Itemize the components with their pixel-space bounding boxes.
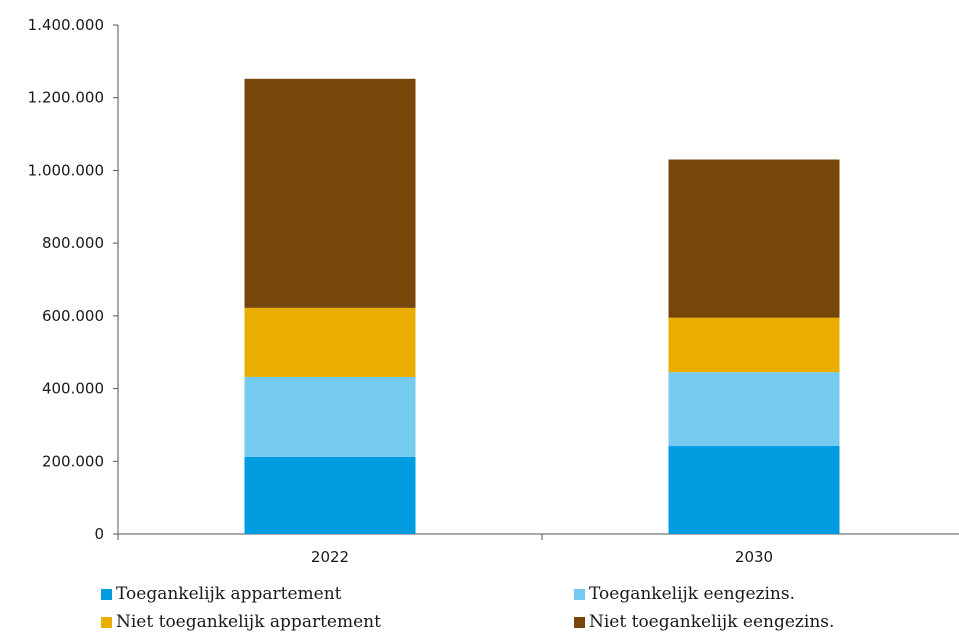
x-tick-label: 2022: [311, 548, 349, 566]
y-tick-label: 400.000: [42, 380, 104, 398]
legend-swatch: [574, 616, 585, 628]
legend-item-toegankelijk-eengezins: Toegankelijk eengezins.: [574, 584, 795, 604]
y-tick-label: 1.000.000: [28, 161, 104, 179]
y-axis-ticks: 0 200.000 400.000 600.000 800.000 1.000.000 1.…: [28, 16, 118, 543]
legend-label: Toegankelijk appartement: [116, 584, 342, 604]
bars: [244, 78, 840, 534]
y-tick-label: 0: [94, 525, 104, 543]
legend-item-toegankelijk-appartement: Toegankelijk appartement: [101, 584, 342, 604]
legend-label: Niet toegankelijk appartement: [116, 612, 381, 632]
bar-segment: [668, 446, 840, 534]
legend-item-niet-toegankelijk-appartement: Niet toegankelijk appartement: [101, 612, 381, 632]
legend-label: Niet toegankelijk eengezins.: [589, 612, 835, 632]
bar-segment: [244, 307, 416, 377]
bar-segment: [668, 372, 840, 447]
legend-swatch: [574, 588, 585, 600]
bar-segment: [244, 376, 416, 457]
legend-item-niet-toegankelijk-eengezins: Niet toegankelijk eengezins.: [574, 612, 834, 632]
legend-label: Toegankelijk eengezins.: [589, 584, 795, 604]
bar-segment: [244, 456, 416, 534]
legend: Toegankelijk appartement Toegankelijk ee…: [0, 576, 959, 634]
bar-segment: [244, 78, 416, 308]
y-tick-label: 800.000: [42, 234, 104, 252]
x-axis-ticks: 2022 2030: [117, 534, 773, 566]
stacked-bar-chart: 0 200.000 400.000 600.000 800.000 1.000.000 1.…: [28, 16, 959, 566]
y-tick-label: 200.000: [42, 452, 104, 470]
bar-segment: [668, 317, 840, 373]
x-tick-label: 2030: [735, 548, 773, 566]
y-tick-label: 600.000: [42, 307, 104, 325]
y-tick-label: 1.400.000: [28, 16, 104, 34]
bar-segment: [668, 159, 840, 318]
legend-swatch: [101, 588, 112, 600]
legend-swatch: [101, 616, 112, 628]
y-tick-label: 1.200.000: [28, 89, 104, 107]
